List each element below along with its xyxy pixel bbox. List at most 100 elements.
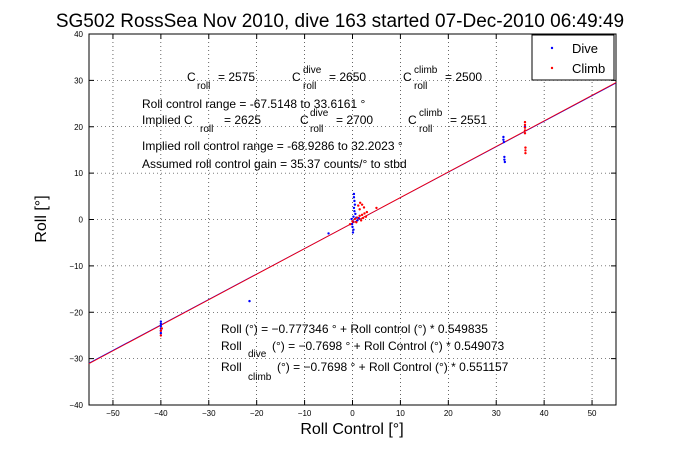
data-point-climb — [375, 206, 378, 210]
data-point-dive — [159, 322, 163, 326]
data-point-dive — [502, 140, 506, 144]
data-point-climb — [359, 219, 363, 222]
data-point-climb — [523, 126, 527, 129]
data-point-climb — [523, 129, 527, 132]
data-point-dive — [352, 228, 355, 231]
y-tick-label: 10 — [74, 169, 83, 178]
c-roll-value: = 2575 — [218, 70, 255, 84]
fit-equation-climb-rest: (°) = −0.7698 ° + Roll Control (°) * 0.5… — [277, 360, 509, 374]
data-point-climb — [355, 221, 358, 224]
data-point-climb — [351, 220, 354, 223]
implied-c-prefix: Implied C — [142, 113, 193, 127]
data-point-dive — [503, 155, 506, 159]
c-roll-symbol: C — [187, 70, 196, 84]
implied-range-text: Implied roll control range = -68.9286 to… — [142, 139, 403, 153]
data-point-dive — [353, 199, 356, 203]
fit-equations: Roll (°) = −0.777346 ° + Roll control (°… — [221, 322, 509, 383]
x-tick-label: −40 — [154, 409, 168, 418]
x-tick-label: 20 — [444, 409, 453, 418]
data-point-climb — [524, 146, 527, 149]
implied-c-dive-sup: dive — [310, 108, 329, 119]
x-tick-label: 50 — [588, 409, 597, 418]
c-roll-climb-value: = 2500 — [445, 70, 482, 84]
implied-c-climb-value: = 2551 — [450, 113, 487, 127]
c-roll-sub: roll — [197, 81, 210, 92]
y-tick-label: 30 — [74, 76, 83, 85]
data-point-dive — [356, 219, 359, 222]
x-tick-label: −10 — [298, 409, 312, 418]
data-point-climb — [524, 149, 527, 152]
annotation-c-values: C roll = 2575 C dive roll = 2650 C climb… — [187, 65, 482, 92]
data-point-dive — [350, 222, 354, 226]
c-roll-dive-value: = 2650 — [329, 70, 366, 84]
c-roll-dive-sub: roll — [303, 81, 316, 92]
annotation-implied-c-values: Implied C roll = 2625 C dive roll = 2700… — [142, 108, 487, 135]
data-point-climb — [159, 334, 163, 337]
legend: Dive Climb — [531, 34, 615, 81]
data-point-dive — [352, 196, 356, 199]
implied-c-climb-sup: climb — [419, 108, 443, 119]
data-point-dive — [248, 299, 251, 303]
x-tick-label: 0 — [350, 409, 355, 418]
data-point-dive — [352, 192, 356, 196]
legend-box — [531, 34, 615, 81]
c-roll-dive-sup: dive — [303, 65, 322, 76]
y-tick-label: 40 — [74, 30, 83, 39]
y-tick-label: −20 — [69, 308, 83, 317]
fit-equation-climb-prefix: Roll — [221, 360, 242, 374]
y-tick-label: −10 — [69, 262, 83, 271]
data-point-dive — [327, 232, 330, 235]
data-point-climb — [358, 214, 361, 217]
x-tick-label: 30 — [492, 409, 501, 418]
data-point-dive — [159, 320, 163, 323]
implied-c-sub: roll — [200, 124, 213, 135]
fit-equation-climb-sub: climb — [248, 372, 272, 383]
legend-label-dive: Dive — [572, 41, 598, 56]
data-point-dive — [350, 217, 353, 221]
x-tick-label: 10 — [396, 409, 405, 418]
data-point-climb — [360, 213, 364, 217]
data-point-climb — [159, 329, 163, 332]
x-tick-label: −20 — [250, 409, 264, 418]
data-point-climb — [363, 212, 366, 215]
x-tick-label: −30 — [202, 409, 216, 418]
data-point-dive — [352, 215, 355, 218]
data-point-climb — [524, 151, 527, 155]
implied-c-dive-value: = 2700 — [336, 113, 373, 127]
c-roll-climb-sup: climb — [414, 65, 438, 76]
data-point-climb — [357, 204, 360, 207]
data-point-climb — [360, 203, 364, 206]
fit-equation-dive-prefix: Roll — [221, 339, 242, 353]
y-tick-label: −40 — [69, 401, 83, 410]
c-roll-climb-symbol: C — [403, 70, 412, 84]
chart-title: SG502 RossSea Nov 2010, dive 163 started… — [56, 11, 624, 32]
data-point-dive — [351, 225, 354, 229]
legend-label-climb: Climb — [572, 61, 605, 76]
data-point-climb — [364, 215, 368, 218]
data-point-climb — [348, 222, 352, 226]
x-axis-ticks: −50 −40 −30 −20 −10 0 10 20 30 40 50 — [106, 34, 597, 418]
data-point-dive — [502, 135, 505, 139]
data-point-climb — [160, 327, 164, 330]
data-point-dive — [354, 212, 357, 216]
data-point-dive — [351, 231, 355, 234]
data-points — [159, 120, 527, 337]
y-tick-label: 0 — [79, 216, 84, 225]
fit-equation-roll: Roll (°) = −0.777346 ° + Roll control (°… — [221, 322, 488, 336]
legend-marker-climb — [550, 66, 554, 70]
data-point-dive — [353, 209, 356, 213]
implied-c-dive-sub: roll — [310, 124, 323, 135]
data-point-dive — [503, 158, 506, 161]
data-point-climb — [356, 216, 359, 219]
c-roll-dive-symbol: C — [292, 70, 301, 84]
implied-c-climb-sub: roll — [419, 124, 432, 135]
fit-equation-dive-sub: dive — [248, 349, 267, 360]
data-point-climb — [358, 208, 361, 211]
implied-c-dive-symbol: C — [300, 113, 309, 127]
data-point-climb — [362, 206, 366, 209]
x-tick-label: 40 — [540, 409, 549, 418]
data-point-dive — [159, 324, 163, 328]
y-axis-label: Roll [°] — [33, 195, 50, 242]
data-point-climb — [361, 216, 365, 220]
data-point-climb — [358, 201, 362, 205]
